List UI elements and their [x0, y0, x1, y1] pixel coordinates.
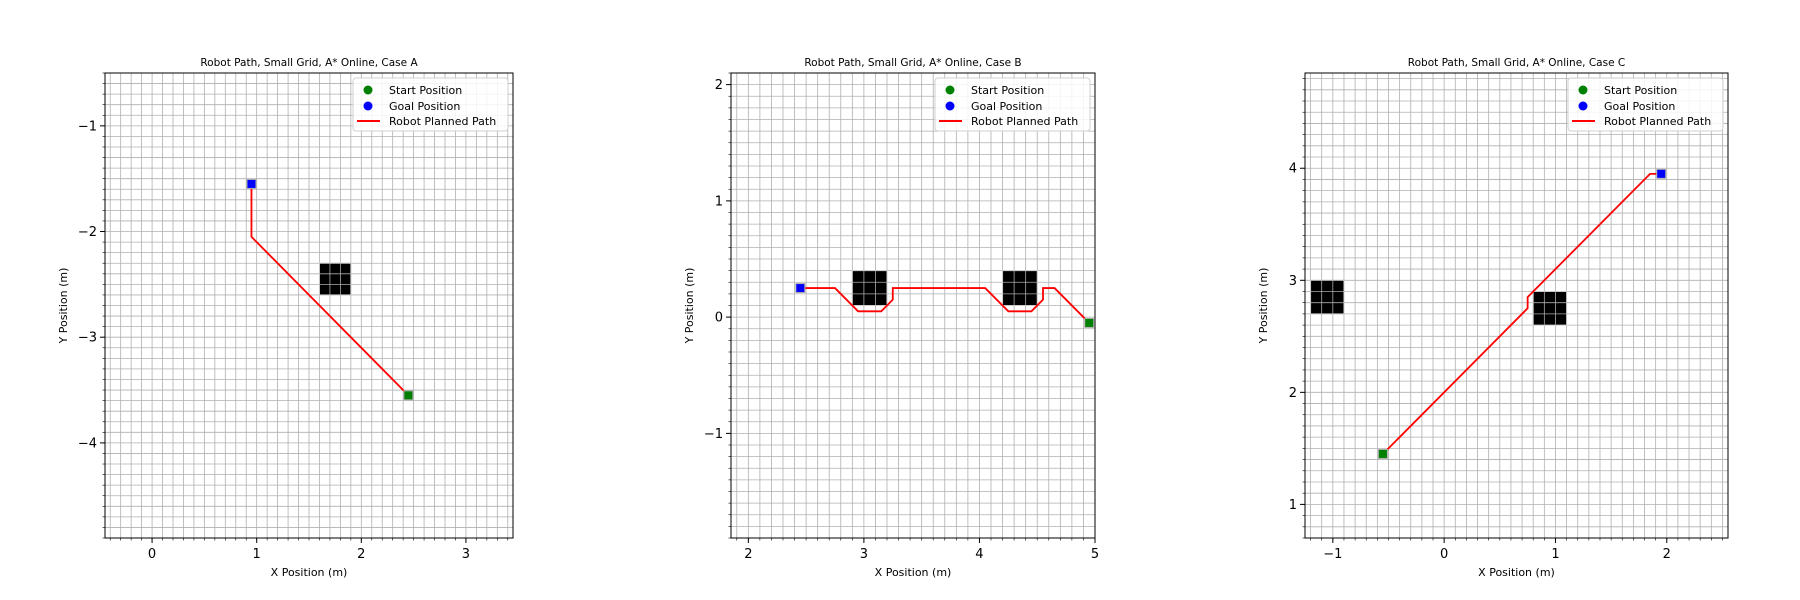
x-tick-label: 3: [860, 547, 868, 562]
x-tick-label: 1: [1551, 547, 1559, 562]
obstacle: [851, 270, 888, 306]
plot-area: [1300, 72, 1729, 543]
obstacle: [1532, 290, 1568, 326]
y-tick-label: −1: [78, 119, 97, 134]
y-tick-label: 1: [1289, 498, 1297, 513]
plot-background: [1305, 73, 1728, 538]
obstacle-block: [318, 262, 352, 296]
legend-start-label: Start Position: [971, 84, 1044, 97]
goal-marker: [1657, 169, 1666, 178]
legend-goal-label: Goal Position: [389, 100, 460, 113]
chart-title: Robot Path, Small Grid, A* Online, Case …: [200, 57, 418, 69]
legend-goal-label: Goal Position: [971, 100, 1042, 113]
robot-planned-path: [250, 183, 410, 396]
robot-planned-path: [1382, 172, 1662, 455]
chart-case-c: Robot Path, Small Grid, A* Online, Case …: [1257, 57, 1729, 579]
legend-goal-dot: [945, 101, 955, 111]
grid: [731, 72, 1096, 539]
obstacle-block: [1310, 279, 1345, 315]
x-axis-label: X Position (m): [875, 566, 952, 579]
x-tick-label: 3: [462, 547, 470, 562]
x-tick-label: 2: [357, 547, 365, 562]
x-tick-label: 2: [1663, 547, 1671, 562]
y-axis-label: Y Position (m): [683, 268, 696, 345]
y-tick-label: 2: [715, 78, 723, 93]
start-marker: [1378, 449, 1387, 458]
x-tick-label: 0: [1440, 547, 1448, 562]
plot-area: [100, 72, 514, 543]
y-tick-label: 1: [715, 194, 723, 209]
robot-planned-path: [800, 287, 1090, 324]
legend: [1567, 77, 1724, 132]
legend-goal-label: Goal Position: [1604, 100, 1675, 113]
chart-case-b: Robot Path, Small Grid, A* Online, Case …: [683, 57, 1099, 579]
y-tick-label: 3: [1289, 274, 1297, 289]
obstacle-block: [851, 270, 888, 306]
legend-box: [352, 77, 509, 132]
start-marker: [1085, 318, 1094, 327]
goal-marker: [247, 179, 256, 188]
x-tick-label: 2: [744, 547, 752, 562]
y-tick-label: −1: [704, 427, 723, 442]
grid: [1305, 73, 1728, 539]
x-axis-label: X Position (m): [271, 566, 348, 579]
chart-case-a: Robot Path, Small Grid, A* Online, Case …: [57, 57, 514, 579]
start-marker: [404, 391, 413, 400]
y-tick-label: −3: [78, 331, 97, 346]
obstacle: [1002, 270, 1038, 306]
minor-ticks: [1302, 78, 1723, 541]
legend-goal-dot: [363, 101, 373, 111]
legend-box: [934, 77, 1091, 132]
minor-ticks: [102, 72, 509, 541]
y-tick-label: 4: [1289, 162, 1297, 177]
obstacle-block: [1002, 270, 1038, 306]
obstacle-block: [1532, 290, 1568, 326]
legend-path-label: Robot Planned Path: [389, 115, 496, 128]
legend-path-label: Robot Planned Path: [1604, 115, 1711, 128]
y-tick-label: −2: [78, 225, 97, 240]
legend-start-dot: [363, 85, 373, 95]
x-tick-label: 4: [975, 547, 983, 562]
chart-title: Robot Path, Small Grid, A* Online, Case …: [804, 57, 1021, 69]
grid: [105, 72, 513, 539]
y-tick-label: 2: [1289, 386, 1297, 401]
x-tick-label: 0: [148, 547, 156, 562]
plot-area: [726, 72, 1096, 543]
x-axis-label: X Position (m): [1478, 566, 1555, 579]
x-tick-label: 5: [1091, 547, 1099, 562]
y-tick-label: 0: [715, 311, 723, 326]
y-axis-label: Y Position (m): [57, 268, 70, 345]
legend-goal-dot: [1578, 101, 1588, 111]
axes-frame: [1304, 72, 1729, 539]
y-tick-label: −4: [78, 436, 97, 451]
x-tick-label: −1: [1323, 547, 1342, 562]
legend: [352, 77, 509, 132]
legend-start-label: Start Position: [1604, 84, 1677, 97]
goal-marker: [796, 284, 805, 293]
legend-box: [1567, 77, 1724, 132]
obstacle: [1310, 279, 1345, 315]
legend-path-label: Robot Planned Path: [971, 115, 1078, 128]
x-tick-label: 1: [253, 547, 261, 562]
legend: [934, 77, 1091, 132]
y-axis-label: Y Position (m): [1257, 268, 1270, 345]
legend-start-dot: [945, 85, 955, 95]
obstacle: [318, 262, 352, 296]
legend-start-dot: [1578, 85, 1588, 95]
legend-start-label: Start Position: [389, 84, 462, 97]
chart-title: Robot Path, Small Grid, A* Online, Case …: [1408, 57, 1625, 69]
